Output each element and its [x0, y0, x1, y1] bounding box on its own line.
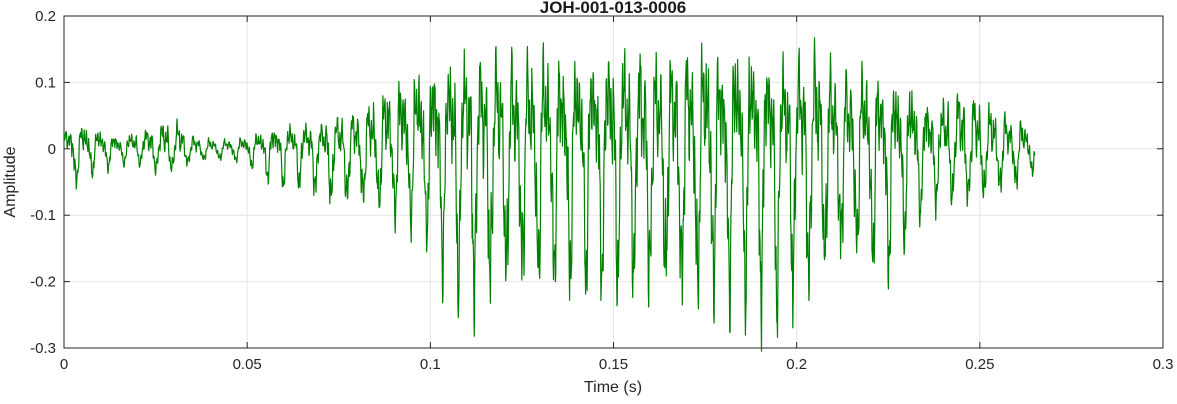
y-tick-label: 0.2: [35, 8, 56, 25]
x-tick-label: 0.3: [1153, 356, 1174, 373]
x-tick-labels: 0 0.05 0.1 0.15 0.2 0.25 0.3: [60, 356, 1174, 373]
x-tick-label: 0: [60, 356, 68, 373]
y-tick-label: -0.3: [30, 340, 56, 357]
y-tick-label: -0.1: [30, 207, 56, 224]
y-axis-label: Amplitude: [2, 146, 19, 217]
plot-border: [63, 15, 1164, 349]
chart-title: JOH-001-013-0006: [540, 0, 686, 17]
x-tick-label: 0.05: [233, 356, 262, 373]
y-tick-label: 0: [48, 141, 56, 158]
x-axis-label: Time (s): [584, 379, 642, 396]
x-tick-label: 0.1: [420, 356, 441, 373]
y-tick-label: -0.2: [30, 274, 56, 291]
y-tick-label: 0.1: [35, 74, 56, 91]
x-tick-label: 0.2: [786, 356, 807, 373]
waveform-line: [63, 37, 1036, 352]
y-tick-labels: -0.3 -0.2 -0.1 0 0.1 0.2: [30, 8, 56, 357]
x-tick-label: 0.25: [965, 356, 994, 373]
x-tick-label: 0.15: [599, 356, 628, 373]
